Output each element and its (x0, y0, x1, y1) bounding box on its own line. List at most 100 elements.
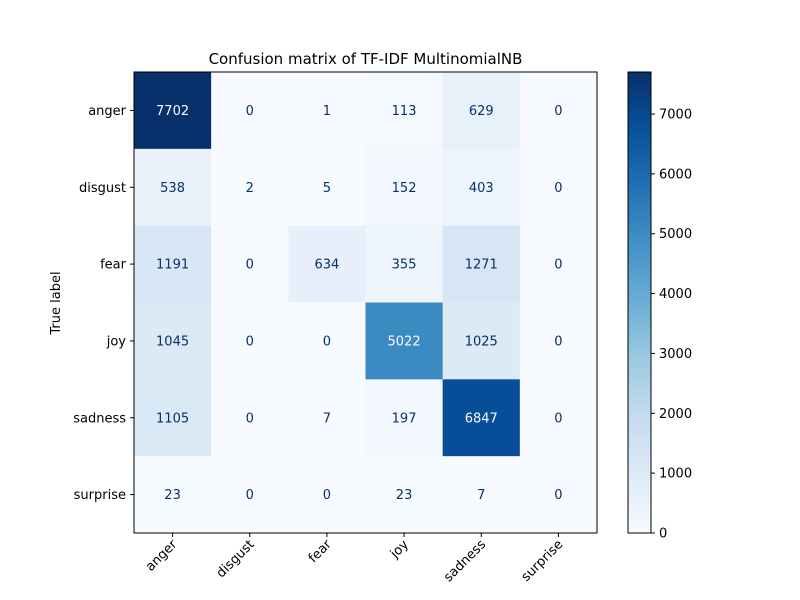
heatmap-cell (134, 72, 212, 150)
y-tick-label: disgust (79, 181, 126, 196)
cell-value-label: 23 (164, 488, 181, 503)
heatmap-cell (211, 72, 289, 150)
chart-title: Confusion matrix of TF-IDF MultinomialNB (209, 50, 523, 68)
cell-value-label: 0 (246, 411, 254, 426)
y-tick-label: joy (106, 334, 127, 349)
heatmap-cells (134, 72, 598, 534)
colorbar-tick-label: 3000 (659, 347, 692, 362)
heatmap-cell (134, 302, 212, 380)
cell-value-label: 0 (554, 488, 562, 503)
heatmap-cell (211, 302, 289, 380)
heatmap-cell-labels: 7702 0 1 113 629 0 538 2 5 152 403 0 1191 0 634 355 1271… (156, 104, 563, 503)
x-tick-label: joy (387, 537, 412, 562)
cell-value-label: 197 (392, 411, 417, 426)
cell-value-label: 355 (392, 258, 417, 273)
heatmap-cell (211, 379, 289, 457)
cell-value-label: 7 (323, 411, 331, 426)
x-tick-label: fear (306, 537, 335, 566)
x-tick-label: sadness (441, 537, 489, 585)
heatmap-cell (134, 225, 212, 303)
heatmap-cell (134, 456, 212, 534)
heatmap-cell (288, 302, 366, 380)
cell-value-label: 1 (323, 104, 331, 119)
cell-value-label: 2 (246, 181, 254, 196)
cell-value-label: 0 (554, 334, 562, 349)
heatmap-cell (519, 225, 598, 303)
cell-value-label: 0 (554, 104, 562, 119)
y-axis-label: True label (49, 271, 64, 335)
heatmap-cell (288, 379, 366, 457)
cell-value-label: 113 (392, 104, 417, 119)
colorbar-gradient (627, 71, 652, 534)
x-tick-label: disgust (214, 537, 258, 581)
heatmap-cell (211, 225, 289, 303)
cell-value-label: 403 (469, 181, 494, 196)
colorbar-tick-label: 7000 (659, 108, 692, 123)
heatmap-cell (442, 456, 521, 534)
heatmap-cell (442, 302, 521, 380)
cell-value-label: 0 (246, 488, 254, 503)
plot-frame (133, 71, 598, 534)
heatmap-cell (134, 148, 212, 227)
cell-value-label: 7 (477, 488, 485, 503)
heatmap-cell (134, 379, 212, 457)
cell-value-label: 629 (469, 104, 494, 119)
cell-value-label: 0 (246, 104, 254, 119)
cell-value-label: 1191 (156, 258, 189, 273)
cell-value-label: 1271 (465, 258, 498, 273)
cell-value-label: 0 (246, 258, 254, 273)
heatmap-cell (211, 456, 289, 534)
cell-value-label: 0 (554, 181, 562, 196)
cell-value-label: 1105 (156, 411, 189, 426)
x-axis-ticks: anger disgust fear joy sadness surprise (143, 533, 566, 585)
cell-value-label: 0 (323, 488, 331, 503)
cell-value-label: 5 (323, 181, 331, 196)
heatmap-cell (365, 72, 444, 150)
heatmap-cell (288, 225, 366, 303)
heatmap-cell (519, 72, 598, 150)
heatmap-cell (365, 456, 444, 534)
y-axis-ticks: anger disgust fear joy sadness surprise (73, 104, 134, 503)
heatmap-cell (288, 456, 366, 534)
heatmap-cell (519, 148, 598, 227)
cell-value-label: 5022 (388, 334, 421, 349)
cell-value-label: 152 (392, 181, 417, 196)
colorbar-tick-label: 0 (659, 527, 667, 542)
colorbar-tick-label: 6000 (659, 167, 692, 182)
cell-value-label: 0 (554, 258, 562, 273)
heatmap-cell (519, 379, 598, 457)
heatmap-cell (442, 379, 521, 457)
heatmap-cell (365, 225, 444, 303)
x-tick-label: anger (143, 537, 181, 575)
heatmap-cell (288, 72, 366, 150)
heatmap-cell (365, 302, 444, 380)
heatmap-cell (442, 225, 521, 303)
cell-value-label: 1045 (156, 334, 189, 349)
y-tick-label: fear (100, 258, 127, 273)
colorbar-tick-label: 5000 (659, 227, 692, 242)
heatmap-cell (442, 148, 521, 227)
y-tick-label: surprise (74, 488, 126, 503)
heatmap-cell (519, 302, 598, 380)
colorbar: 0 1000 2000 3000 4000 5000 6000 7000 (627, 71, 692, 542)
cell-value-label: 1025 (465, 334, 498, 349)
cell-value-label: 23 (396, 488, 413, 503)
heatmap-cell (211, 148, 289, 227)
cell-value-label: 0 (323, 334, 331, 349)
cell-value-label: 0 (246, 334, 254, 349)
colorbar-tick-label: 1000 (659, 467, 692, 482)
cell-value-label: 634 (315, 258, 340, 273)
cell-value-label: 6847 (465, 411, 498, 426)
colorbar-tick-label: 4000 (659, 287, 692, 302)
heatmap-cell (442, 72, 521, 150)
heatmap-cell (519, 456, 598, 534)
y-tick-label: sadness (73, 411, 126, 426)
y-tick-label: anger (88, 104, 126, 119)
heatmap-cell (365, 379, 444, 457)
heatmap-cell (288, 148, 366, 227)
colorbar-tick-label: 2000 (659, 407, 692, 422)
x-tick-label: surprise (519, 537, 567, 585)
cell-value-label: 7702 (156, 104, 189, 119)
cell-value-label: 538 (160, 181, 185, 196)
